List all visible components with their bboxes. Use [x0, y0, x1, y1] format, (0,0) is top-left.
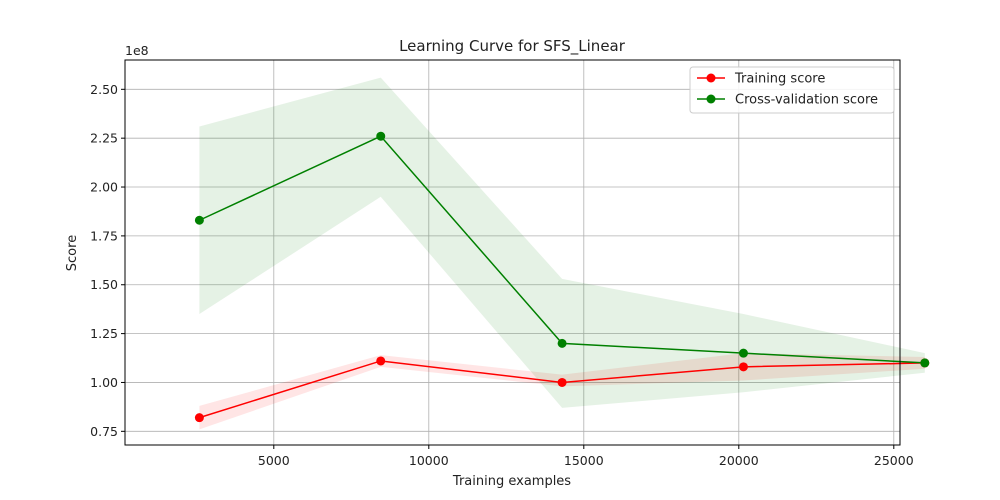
data-point-cv: [376, 131, 386, 141]
y-tick-label: 1.75: [90, 228, 118, 243]
x-tick-label: 15000: [564, 453, 604, 468]
x-tick-label: 20000: [719, 453, 759, 468]
x-tick-label: 10000: [409, 453, 449, 468]
x-tick-label: 25000: [874, 453, 914, 468]
chart-title: Learning Curve for SFS_Linear: [399, 37, 626, 56]
legend: Training score Cross-validation score: [689, 66, 895, 114]
y-axis-title: Score: [65, 235, 80, 271]
series-markers: [194, 131, 930, 423]
legend-marker-training: [706, 73, 716, 83]
data-point-cv: [920, 358, 930, 368]
y-tick-label: 1.00: [90, 375, 118, 390]
legend-label-cv: Cross-validation score: [735, 93, 878, 108]
data-point-training: [194, 413, 204, 423]
data-point-training: [738, 362, 748, 372]
legend-label-training: Training score: [734, 72, 825, 87]
y-tick-label: 1.25: [90, 326, 118, 341]
x-tick-label: 5000: [258, 453, 290, 468]
data-point-cv: [738, 348, 748, 358]
plot-area-frame: [124, 59, 901, 446]
axis-ticks: 5000 10000 15000 20000 25000 0.75 1.00 1.25 1.50…: [90, 82, 914, 468]
confidence-band-cv: [199, 77, 925, 408]
y-tick-label: 0.75: [90, 424, 118, 439]
legend-marker-cv: [706, 94, 716, 104]
confidence-band-training: [199, 353, 925, 430]
y-tick-label: 2.00: [90, 180, 118, 195]
data-point-cv: [557, 338, 567, 348]
x-axis-title: Training examples: [452, 474, 571, 489]
data-point-training: [376, 356, 386, 366]
data-point-training: [557, 377, 567, 387]
y-axis-scale-label: 1e8: [125, 43, 149, 58]
legend-box: [689, 66, 895, 114]
data-point-cv: [194, 215, 204, 225]
y-tick-label: 2.25: [90, 131, 118, 146]
y-tick-label: 2.50: [90, 82, 118, 97]
confidence-bands: [199, 77, 925, 430]
y-tick-label: 1.50: [90, 277, 118, 292]
